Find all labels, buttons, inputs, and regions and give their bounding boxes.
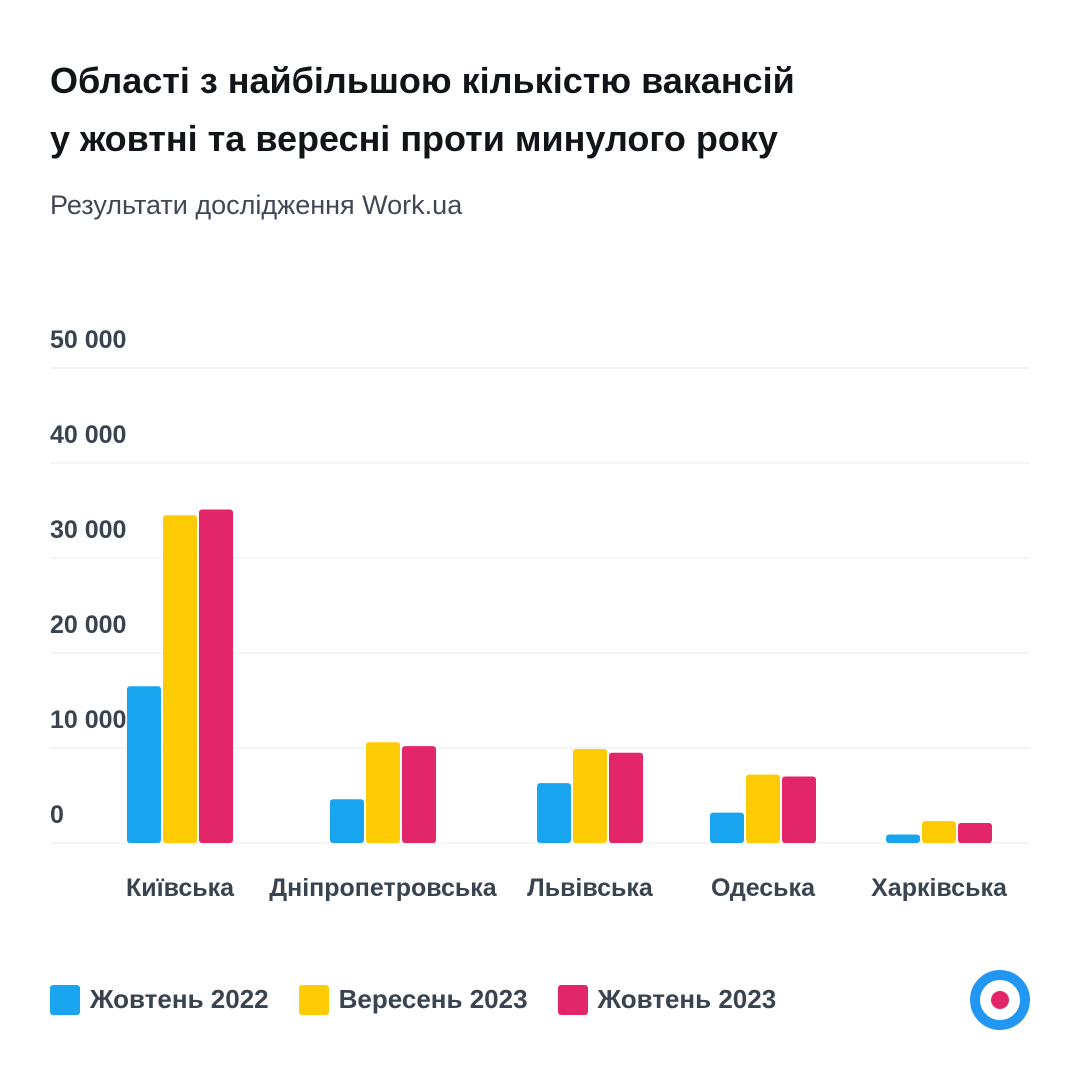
legend-item: Вересень 2023 <box>298 984 528 1015</box>
legend-item: Жовтень 2023 <box>557 984 777 1015</box>
bar <box>886 834 920 843</box>
bar <box>609 752 643 843</box>
chart-subtitle: Результати дослідження Work.ua <box>50 190 463 220</box>
y-tick-label: 50 000 <box>50 326 126 354</box>
legend-swatch <box>298 984 329 1015</box>
legend: Жовтень 2022 Вересень 2023 Жовтень 2023 <box>50 984 806 1015</box>
x-category-label: Одеська <box>711 874 816 902</box>
x-category-label: Львівська <box>527 874 654 902</box>
legend-label: Вересень 2023 <box>338 984 528 1014</box>
bar <box>537 783 571 843</box>
y-tick-label: 30 000 <box>50 516 126 544</box>
legend-item: Жовтень 2022 <box>50 984 269 1015</box>
legend-label: Жовтень 2023 <box>597 984 777 1014</box>
legend-swatch <box>557 984 588 1015</box>
bar <box>127 686 161 843</box>
bar <box>782 776 816 843</box>
legend-swatch <box>50 984 80 1015</box>
y-tick-label: 10 000 <box>50 706 126 734</box>
y-tick-label: 0 <box>50 801 64 829</box>
bar <box>746 774 780 843</box>
y-axis-ticks: 0 10 000 20 000 30 000 40 000 50 000 <box>50 326 126 829</box>
bar-chart: 0 10 000 20 000 30 000 40 000 50 000 Київська… <box>50 326 1030 902</box>
x-category-label: Київська <box>126 874 235 902</box>
bar <box>710 812 744 843</box>
bar <box>366 742 400 843</box>
workua-logo-icon <box>970 970 1030 1030</box>
bar <box>573 748 607 843</box>
x-category-label: Дніпропетровська <box>269 874 497 902</box>
y-tick-label: 20 000 <box>50 611 126 639</box>
y-tick-label: 40 000 <box>50 421 126 449</box>
bar <box>199 509 233 843</box>
x-category-label: Харківська <box>871 874 1008 902</box>
bar <box>163 515 197 843</box>
logo-dot <box>991 991 1009 1009</box>
bar <box>330 799 364 843</box>
legend-label: Жовтень 2022 <box>90 984 269 1014</box>
x-axis-categories: Київська Дніпропетровська Львівська Одеська… <box>126 874 1008 902</box>
bar <box>958 823 992 843</box>
bars <box>127 509 992 843</box>
chart-title: Області з найбільшою кількістю вакансій у… <box>50 60 795 159</box>
bar <box>402 746 436 843</box>
bar <box>922 821 956 843</box>
